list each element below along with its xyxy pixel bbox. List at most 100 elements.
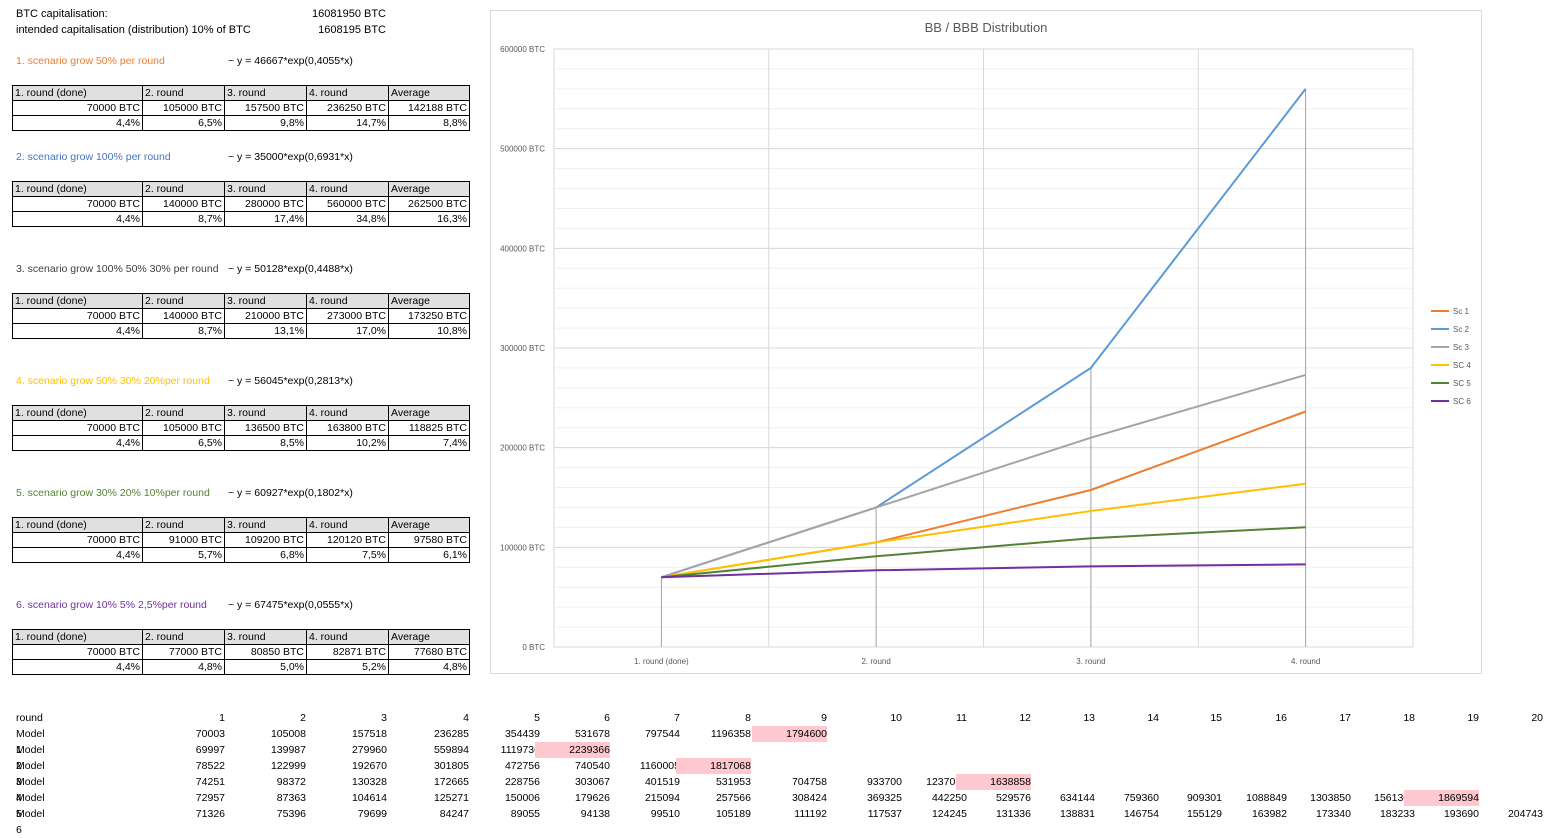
- table-cell[interactable]: 70000 BTC: [12, 196, 143, 212]
- model-value[interactable]: 99510: [650, 808, 680, 820]
- model-value[interactable]: 87363: [276, 792, 306, 804]
- column-header[interactable]: 1. round (done): [12, 293, 143, 309]
- table-cell[interactable]: 6,1%: [388, 547, 470, 563]
- model-value[interactable]: 105189: [715, 808, 751, 820]
- table-cell[interactable]: 4,4%: [12, 547, 143, 563]
- model-value[interactable]: 70003: [195, 728, 225, 740]
- model-value[interactable]: 1196358: [710, 728, 751, 740]
- model-value[interactable]: 369325: [866, 792, 902, 804]
- round-number[interactable]: 3: [381, 712, 387, 724]
- model-value[interactable]: 89055: [510, 808, 540, 820]
- model-value[interactable]: 155129: [1186, 808, 1222, 820]
- model-value[interactable]: 529576: [995, 792, 1031, 804]
- table-cell[interactable]: 9,8%: [224, 115, 307, 131]
- table-cell[interactable]: 10,8%: [388, 323, 470, 339]
- table-cell[interactable]: 157500 BTC: [224, 100, 307, 116]
- model-value[interactable]: 79699: [357, 808, 387, 820]
- column-header[interactable]: 4. round: [306, 85, 389, 101]
- model-value[interactable]: 1160005: [639, 760, 680, 772]
- table-cell[interactable]: 16,3%: [388, 211, 470, 227]
- model-value[interactable]: 94138: [580, 808, 610, 820]
- model-value[interactable]: 183233: [1379, 808, 1415, 820]
- table-cell[interactable]: 6,8%: [224, 547, 307, 563]
- model-value[interactable]: 125271: [433, 792, 469, 804]
- model-value[interactable]: 122999: [270, 760, 306, 772]
- model-value[interactable]: 634144: [1059, 792, 1095, 804]
- round-number[interactable]: 14: [1147, 712, 1159, 724]
- round-number[interactable]: 4: [463, 712, 469, 724]
- column-header[interactable]: 3. round: [224, 517, 307, 533]
- table-cell[interactable]: 163800 BTC: [306, 420, 389, 436]
- column-header[interactable]: 4. round: [306, 293, 389, 309]
- round-number[interactable]: 17: [1339, 712, 1351, 724]
- model-value[interactable]: 1119736: [500, 744, 540, 756]
- model-value[interactable]: 1088849: [1246, 792, 1287, 804]
- model-value[interactable]: 105008: [270, 728, 306, 740]
- column-header[interactable]: Average: [388, 517, 470, 533]
- column-header[interactable]: 2. round: [142, 181, 225, 197]
- table-cell[interactable]: 262500 BTC: [388, 196, 470, 212]
- round-number[interactable]: 8: [745, 712, 751, 724]
- model-value[interactable]: 308424: [791, 792, 827, 804]
- table-cell[interactable]: 8,7%: [142, 211, 225, 227]
- table-cell[interactable]: 4,8%: [388, 659, 470, 675]
- column-header[interactable]: Average: [388, 85, 470, 101]
- model-value[interactable]: 74251: [195, 776, 225, 788]
- table-cell[interactable]: 210000 BTC: [224, 308, 307, 324]
- model-value[interactable]: 71326: [195, 808, 225, 820]
- model-value[interactable]: 98372: [276, 776, 306, 788]
- model-value[interactable]: 797544: [644, 728, 680, 740]
- table-cell[interactable]: 8,8%: [388, 115, 470, 131]
- table-cell[interactable]: 14,7%: [306, 115, 389, 131]
- model-value[interactable]: 192670: [351, 760, 387, 772]
- table-cell[interactable]: 6,5%: [142, 435, 225, 451]
- table-cell[interactable]: 4,4%: [12, 211, 143, 227]
- column-header[interactable]: Average: [388, 629, 470, 645]
- model-value[interactable]: 131336: [995, 808, 1031, 820]
- table-cell[interactable]: 97580 BTC: [388, 532, 470, 548]
- model-value[interactable]: 111192: [794, 808, 827, 820]
- column-header[interactable]: 2. round: [142, 293, 225, 309]
- model-value[interactable]: 117537: [867, 808, 902, 820]
- model-value[interactable]: 2239366: [535, 742, 610, 758]
- model-value[interactable]: 172665: [433, 776, 469, 788]
- column-header[interactable]: 4. round: [306, 405, 389, 421]
- table-cell[interactable]: 17,4%: [224, 211, 307, 227]
- round-number[interactable]: 19: [1467, 712, 1479, 724]
- table-cell[interactable]: 140000 BTC: [142, 308, 225, 324]
- column-header[interactable]: 3. round: [224, 405, 307, 421]
- round-number[interactable]: 16: [1275, 712, 1287, 724]
- column-header[interactable]: 3. round: [224, 293, 307, 309]
- table-cell[interactable]: 109200 BTC: [224, 532, 307, 548]
- model-value[interactable]: 236285: [433, 728, 469, 740]
- model-value[interactable]: 704758: [791, 776, 827, 788]
- model-value[interactable]: 104614: [351, 792, 387, 804]
- model-value[interactable]: 157518: [351, 728, 387, 740]
- table-cell[interactable]: 70000 BTC: [12, 308, 143, 324]
- model-value[interactable]: 130328: [351, 776, 387, 788]
- round-number[interactable]: 20: [1531, 712, 1543, 724]
- table-cell[interactable]: 77000 BTC: [142, 644, 225, 660]
- round-number[interactable]: 13: [1083, 712, 1095, 724]
- table-cell[interactable]: 77680 BTC: [388, 644, 470, 660]
- round-number[interactable]: 18: [1403, 712, 1415, 724]
- model-value[interactable]: 279960: [351, 744, 387, 756]
- model-value[interactable]: 215094: [644, 792, 680, 804]
- table-cell[interactable]: 136500 BTC: [224, 420, 307, 436]
- table-cell[interactable]: 120120 BTC: [306, 532, 389, 548]
- round-number[interactable]: 12: [1019, 712, 1031, 724]
- table-cell[interactable]: 4,4%: [12, 659, 143, 675]
- table-cell[interactable]: 70000 BTC: [12, 644, 143, 660]
- table-cell[interactable]: 17,0%: [306, 323, 389, 339]
- column-header[interactable]: 3. round: [224, 181, 307, 197]
- round-number[interactable]: 10: [890, 712, 902, 724]
- model-value[interactable]: 138831: [1059, 808, 1095, 820]
- table-cell[interactable]: 4,4%: [12, 115, 143, 131]
- round-number[interactable]: 15: [1210, 712, 1222, 724]
- column-header[interactable]: Average: [388, 405, 470, 421]
- model-value[interactable]: 909301: [1186, 792, 1222, 804]
- model-value[interactable]: 301805: [433, 760, 469, 772]
- table-cell[interactable]: 6,5%: [142, 115, 225, 131]
- table-cell[interactable]: 105000 BTC: [142, 100, 225, 116]
- column-header[interactable]: 1. round (done): [12, 629, 143, 645]
